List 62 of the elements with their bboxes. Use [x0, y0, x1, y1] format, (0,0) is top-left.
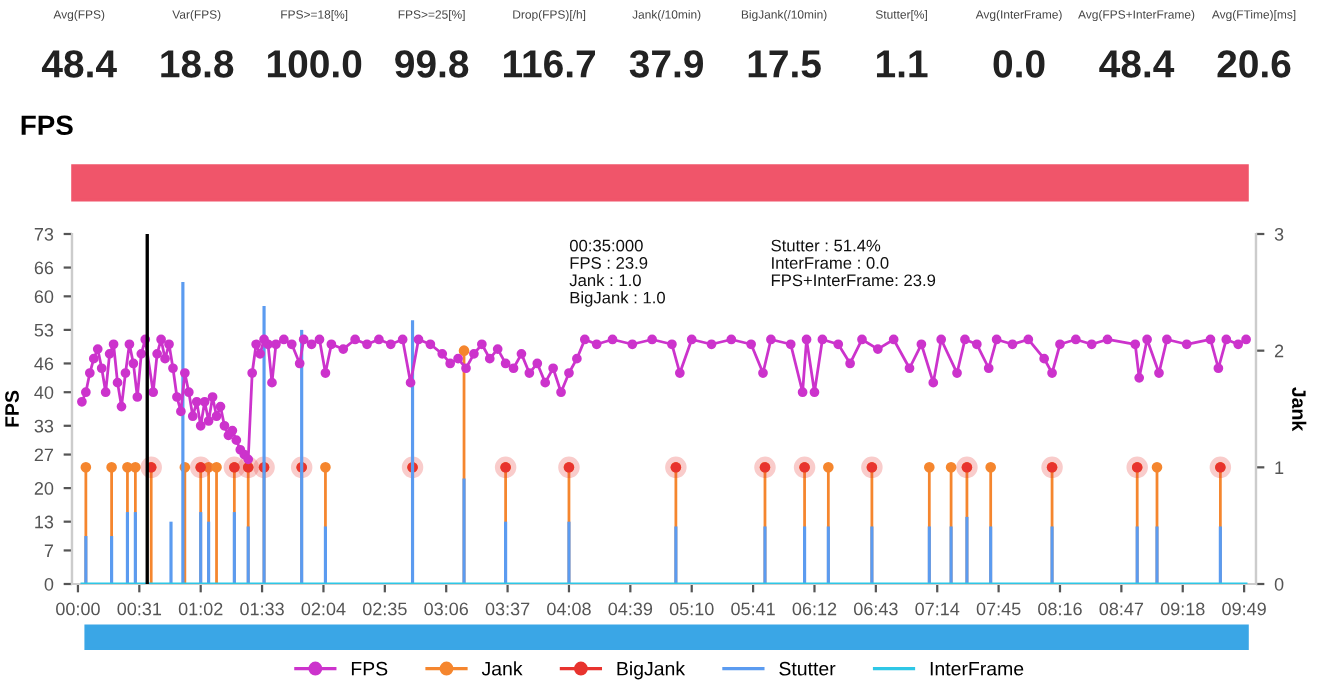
y-axis-title: FPS [5, 390, 19, 427]
text: 18.8 [161, 50, 234, 78]
text: 48.4 [1099, 50, 1175, 78]
annotation: Stutter : 51.4% [771, 239, 881, 252]
y2-tick-label: 2 [1274, 344, 1284, 358]
x-tick-label: 03:37 [485, 602, 530, 616]
x-tick-label: 04:08 [547, 602, 591, 616]
legend-label: Stutter [779, 661, 836, 676]
x-tick-label: 09:49 [1222, 602, 1266, 616]
x-tick-label: 00:31 [117, 602, 162, 616]
y2-tick-label: 1 [1275, 461, 1284, 474]
x-tick-label: 09:18 [1160, 602, 1205, 616]
annotation: InterFrame : 0.0 [772, 257, 889, 269]
x-tick-label: 02:04 [301, 602, 346, 616]
annotation: 00:35:000 [569, 239, 643, 252]
text: 116.7 [503, 50, 595, 78]
chart-title: FPS [21, 115, 73, 136]
legend-label: FPS [351, 661, 388, 676]
x-tick-label: 07:45 [976, 602, 1021, 616]
text: 100.0 [267, 50, 362, 78]
legend-label: InterFrame [930, 661, 1024, 676]
annotation: BigJank : 1.0 [570, 291, 665, 307]
legend-label: Jank [481, 661, 523, 676]
x-tick-label: 06:43 [853, 602, 898, 616]
y-tick-label: 27 [34, 448, 54, 462]
x-tick-label: 05:41 [731, 602, 775, 616]
y2-tick-label: 3 [1274, 227, 1284, 241]
annotation: FPS+InterFrame: 23.9 [771, 274, 936, 287]
y-tick-label: 46 [34, 357, 54, 371]
y-tick-label: 13 [35, 515, 54, 529]
y-tick-label: 60 [34, 290, 54, 304]
annotation: FPS : 23.9 [570, 257, 648, 269]
x-tick-label: 01:02 [178, 602, 223, 616]
x-tick-label: 04:39 [608, 602, 653, 616]
y-tick-label: 40 [34, 386, 54, 399]
text: 20.6 [1217, 50, 1291, 78]
y-tick-label: 0 [44, 577, 54, 591]
x-tick-label: 06:12 [792, 602, 837, 616]
y2-axis-title: Jank [1292, 387, 1307, 432]
x-tick-label: 07:14 [915, 602, 960, 616]
legend-label: BigJank [617, 661, 686, 680]
y-tick-label: 33 [34, 419, 54, 433]
x-tick-label: 01:33 [240, 602, 284, 616]
text: 99.8 [395, 50, 469, 78]
x-tick-label: 02:35 [362, 602, 407, 616]
text: 0.0 [993, 50, 1045, 78]
y-tick-label: 20 [34, 482, 54, 495]
text: 48.4 [41, 50, 117, 78]
text: 37.9 [629, 50, 704, 78]
text: 17.5 [748, 50, 821, 78]
x-tick-label: 00:00 [56, 602, 100, 616]
x-tick-label: 05:10 [669, 602, 714, 616]
text: 1.1 [876, 50, 928, 78]
x-tick-label: 08:47 [1099, 602, 1144, 616]
y2-tick-label: 0 [1274, 577, 1284, 591]
y-tick-label: 73 [34, 227, 54, 241]
x-tick-label: 08:16 [1038, 602, 1082, 616]
y-tick-label: 53 [34, 323, 54, 337]
y-tick-label: 7 [44, 544, 54, 557]
annotation: Jank : 1.0 [569, 273, 641, 287]
x-tick-label: 03:06 [424, 602, 469, 616]
y-tick-label: 66 [34, 261, 54, 275]
